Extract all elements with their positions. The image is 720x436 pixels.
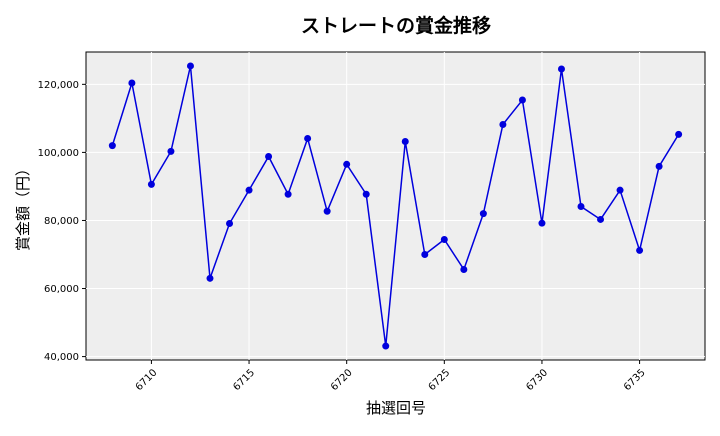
y-axis-label: 賞金額（円） (14, 161, 32, 251)
data-point (284, 190, 292, 198)
data-point (304, 134, 312, 142)
data-point (655, 162, 663, 170)
x-tick-label: 6710 (134, 367, 160, 393)
grid-lines (86, 52, 705, 360)
data-point (479, 210, 487, 218)
data-point (616, 186, 624, 194)
data-point (206, 274, 214, 282)
x-tick-label: 6720 (329, 367, 355, 393)
data-point (440, 236, 448, 244)
y-tick-label: 80,000 (44, 216, 79, 227)
series-layer (108, 62, 683, 350)
plot-area (85, 51, 706, 361)
y-tick-label: 100,000 (38, 148, 79, 159)
x-tick-label: 6715 (231, 367, 257, 393)
x-tick-label: 6725 (427, 367, 453, 393)
chart-title: ストレートの賞金推移 (301, 14, 491, 37)
data-point (577, 203, 585, 211)
data-point (597, 215, 605, 223)
data-point (557, 65, 565, 73)
series-line (111, 65, 680, 347)
data-point (167, 147, 175, 155)
data-point (382, 342, 390, 350)
y-tick-label: 40,000 (44, 352, 79, 363)
data-point (538, 219, 546, 227)
data-point (128, 79, 136, 87)
data-point (460, 265, 468, 273)
data-point (323, 207, 331, 215)
data-point (343, 160, 351, 168)
x-tick-label: 6735 (622, 367, 648, 393)
data-point (245, 186, 253, 194)
data-point (499, 120, 507, 128)
data-point (401, 138, 409, 146)
data-point (108, 142, 116, 150)
x-tick-label: 6730 (524, 367, 550, 393)
y-tick-label: 60,000 (44, 284, 79, 295)
data-point (362, 190, 370, 198)
data-point (421, 250, 429, 258)
data-point (518, 96, 526, 104)
data-point (636, 246, 644, 254)
data-point (147, 180, 155, 188)
data-point (265, 152, 273, 160)
data-point (226, 220, 234, 228)
x-axis-label: 抽選回号 (366, 399, 426, 417)
data-point (186, 62, 194, 70)
data-point (675, 130, 683, 138)
y-tick-label: 120,000 (38, 80, 79, 91)
